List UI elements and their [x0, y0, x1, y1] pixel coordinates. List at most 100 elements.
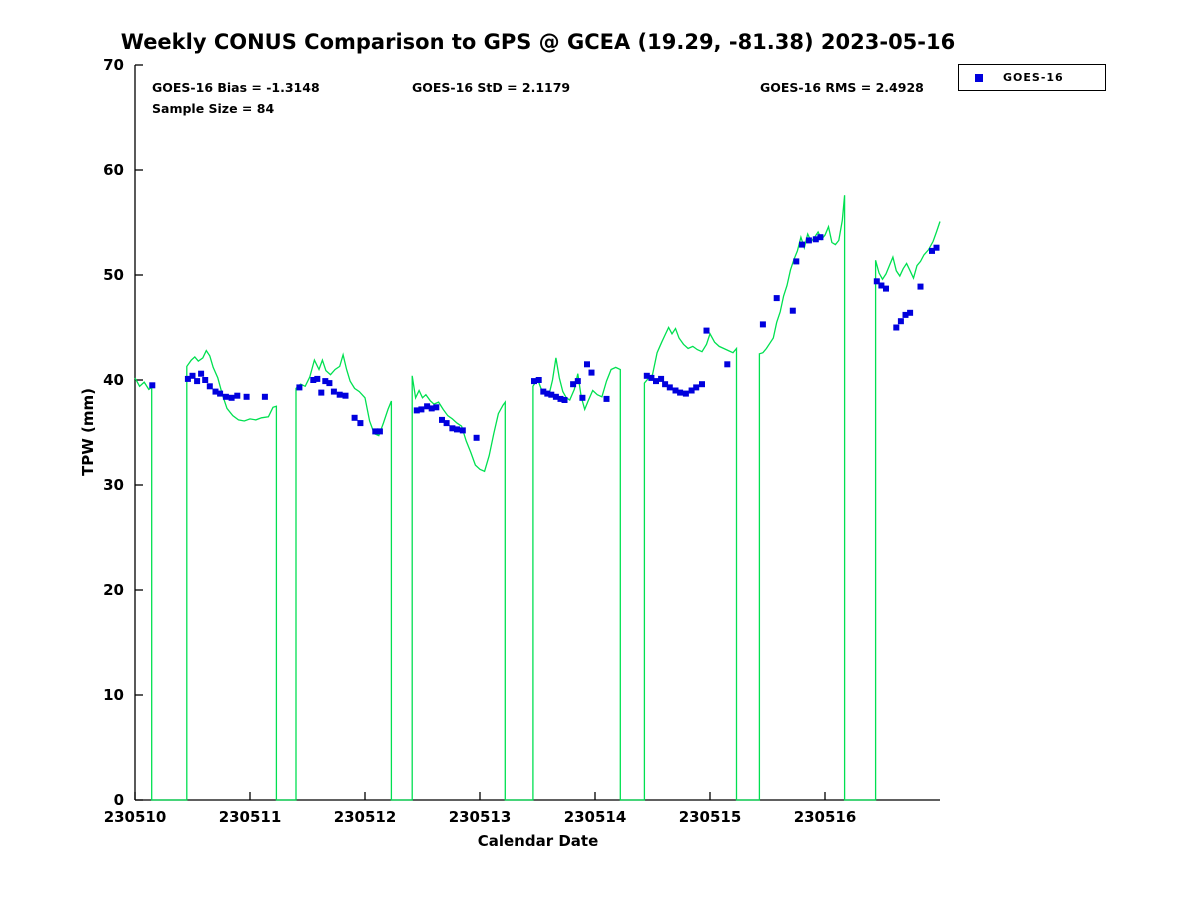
goes16-point [873, 278, 880, 285]
goes16-point [342, 392, 349, 399]
goes16-point [194, 378, 201, 385]
annotation-bias: GOES-16 Bias = -1.3148 [152, 80, 320, 95]
goes16-point [682, 390, 689, 397]
gps-line [134, 195, 941, 801]
goes16-point [789, 307, 796, 314]
goes16-point [883, 285, 889, 292]
x-tick-label: 230511 [219, 808, 282, 826]
goes16-point [773, 295, 780, 302]
goes16-point [198, 370, 205, 377]
goes16-point [357, 420, 364, 427]
goes16-point [548, 391, 555, 398]
goes16-point [759, 321, 766, 328]
goes16-point [902, 311, 909, 318]
y-tick-label: 10 [103, 686, 124, 704]
goes16-legend-label: GOES-16 [1003, 71, 1064, 84]
goes16-point [243, 393, 250, 400]
goes16-point [672, 387, 679, 394]
goes16-point [897, 318, 904, 325]
goes16-point [540, 388, 547, 395]
y-tick-label: 50 [103, 266, 124, 284]
annotation-rms: GOES-16 RMS = 2.4928 [760, 80, 924, 95]
goes16-point [570, 381, 577, 388]
goes16-point [561, 397, 568, 403]
goes16-point [579, 394, 586, 401]
goes16-point [648, 374, 655, 381]
y-tick-label: 60 [103, 161, 124, 179]
goes16-point [677, 389, 684, 396]
x-axis-label: Calendar Date [477, 832, 599, 850]
annotation-sample-size: Sample Size = 84 [152, 101, 275, 116]
y-tick-label: 40 [103, 371, 124, 389]
y-tick-label: 70 [103, 56, 124, 74]
goes16-point [552, 393, 559, 400]
goes16-point [662, 381, 669, 388]
goes16-legend-marker [975, 73, 983, 82]
goes16-point [693, 384, 700, 391]
x-tick-label: 230513 [449, 808, 512, 826]
goes16-point [184, 375, 191, 382]
goes16-point [449, 425, 456, 432]
goes16-point [222, 393, 229, 400]
x-tick-label: 230515 [679, 808, 742, 826]
goes16-point [658, 375, 665, 382]
legend: GOES-16 [958, 64, 1106, 91]
goes16-point [535, 377, 542, 383]
goes16-point [793, 258, 800, 265]
y-tick-label: 0 [114, 791, 124, 809]
goes16-point [372, 428, 379, 435]
goes16-point [459, 427, 466, 434]
goes16-point [666, 384, 673, 391]
goes16-point [217, 390, 224, 397]
goes16-point [189, 372, 196, 379]
goes16-point [418, 406, 425, 413]
x-tick-label: 230512 [334, 808, 397, 826]
goes16-point [428, 405, 435, 412]
goes16-point [893, 324, 900, 331]
goes16-point [531, 378, 537, 385]
goes16-point [310, 377, 317, 383]
y-tick-label: 20 [103, 581, 124, 599]
goes16-point [929, 247, 935, 254]
goes16-point [703, 327, 710, 334]
goes16-point [473, 434, 480, 441]
goes16-point [296, 384, 303, 391]
goes16-point [149, 382, 156, 389]
goes16-point [544, 390, 551, 397]
x-tick-label: 230516 [794, 808, 857, 826]
goes16-point [917, 283, 924, 290]
goes16-point [878, 282, 885, 289]
goes16-point [228, 394, 235, 401]
goes16-point [322, 378, 329, 385]
goes16-point [326, 380, 333, 387]
goes16-point [433, 404, 440, 411]
goes16-point [588, 369, 595, 376]
goes16-point [336, 391, 343, 398]
goes16-point [424, 403, 431, 410]
goes16-point [817, 234, 824, 241]
goes16-point [653, 378, 659, 385]
goes16-point [603, 395, 610, 402]
goes16-point [206, 383, 213, 390]
goes16-point [933, 244, 940, 251]
goes16-point [439, 416, 445, 423]
goes16-point [413, 407, 420, 414]
goes16-point [584, 361, 590, 368]
goes16-point [724, 361, 731, 368]
goes16-point [699, 381, 705, 388]
goes16-point [261, 393, 268, 400]
goes16-point [688, 387, 695, 394]
goes16-point [376, 428, 383, 435]
goes16-point [557, 395, 564, 402]
goes16-point [805, 237, 812, 244]
goes16-point [643, 372, 650, 379]
x-tick-label: 230514 [564, 808, 627, 826]
goes16-point [330, 388, 337, 395]
goes16-point [351, 414, 358, 421]
goes16-point [454, 426, 460, 433]
goes16-point [314, 375, 321, 382]
goes16-point [202, 377, 209, 383]
goes16-point [907, 309, 914, 316]
